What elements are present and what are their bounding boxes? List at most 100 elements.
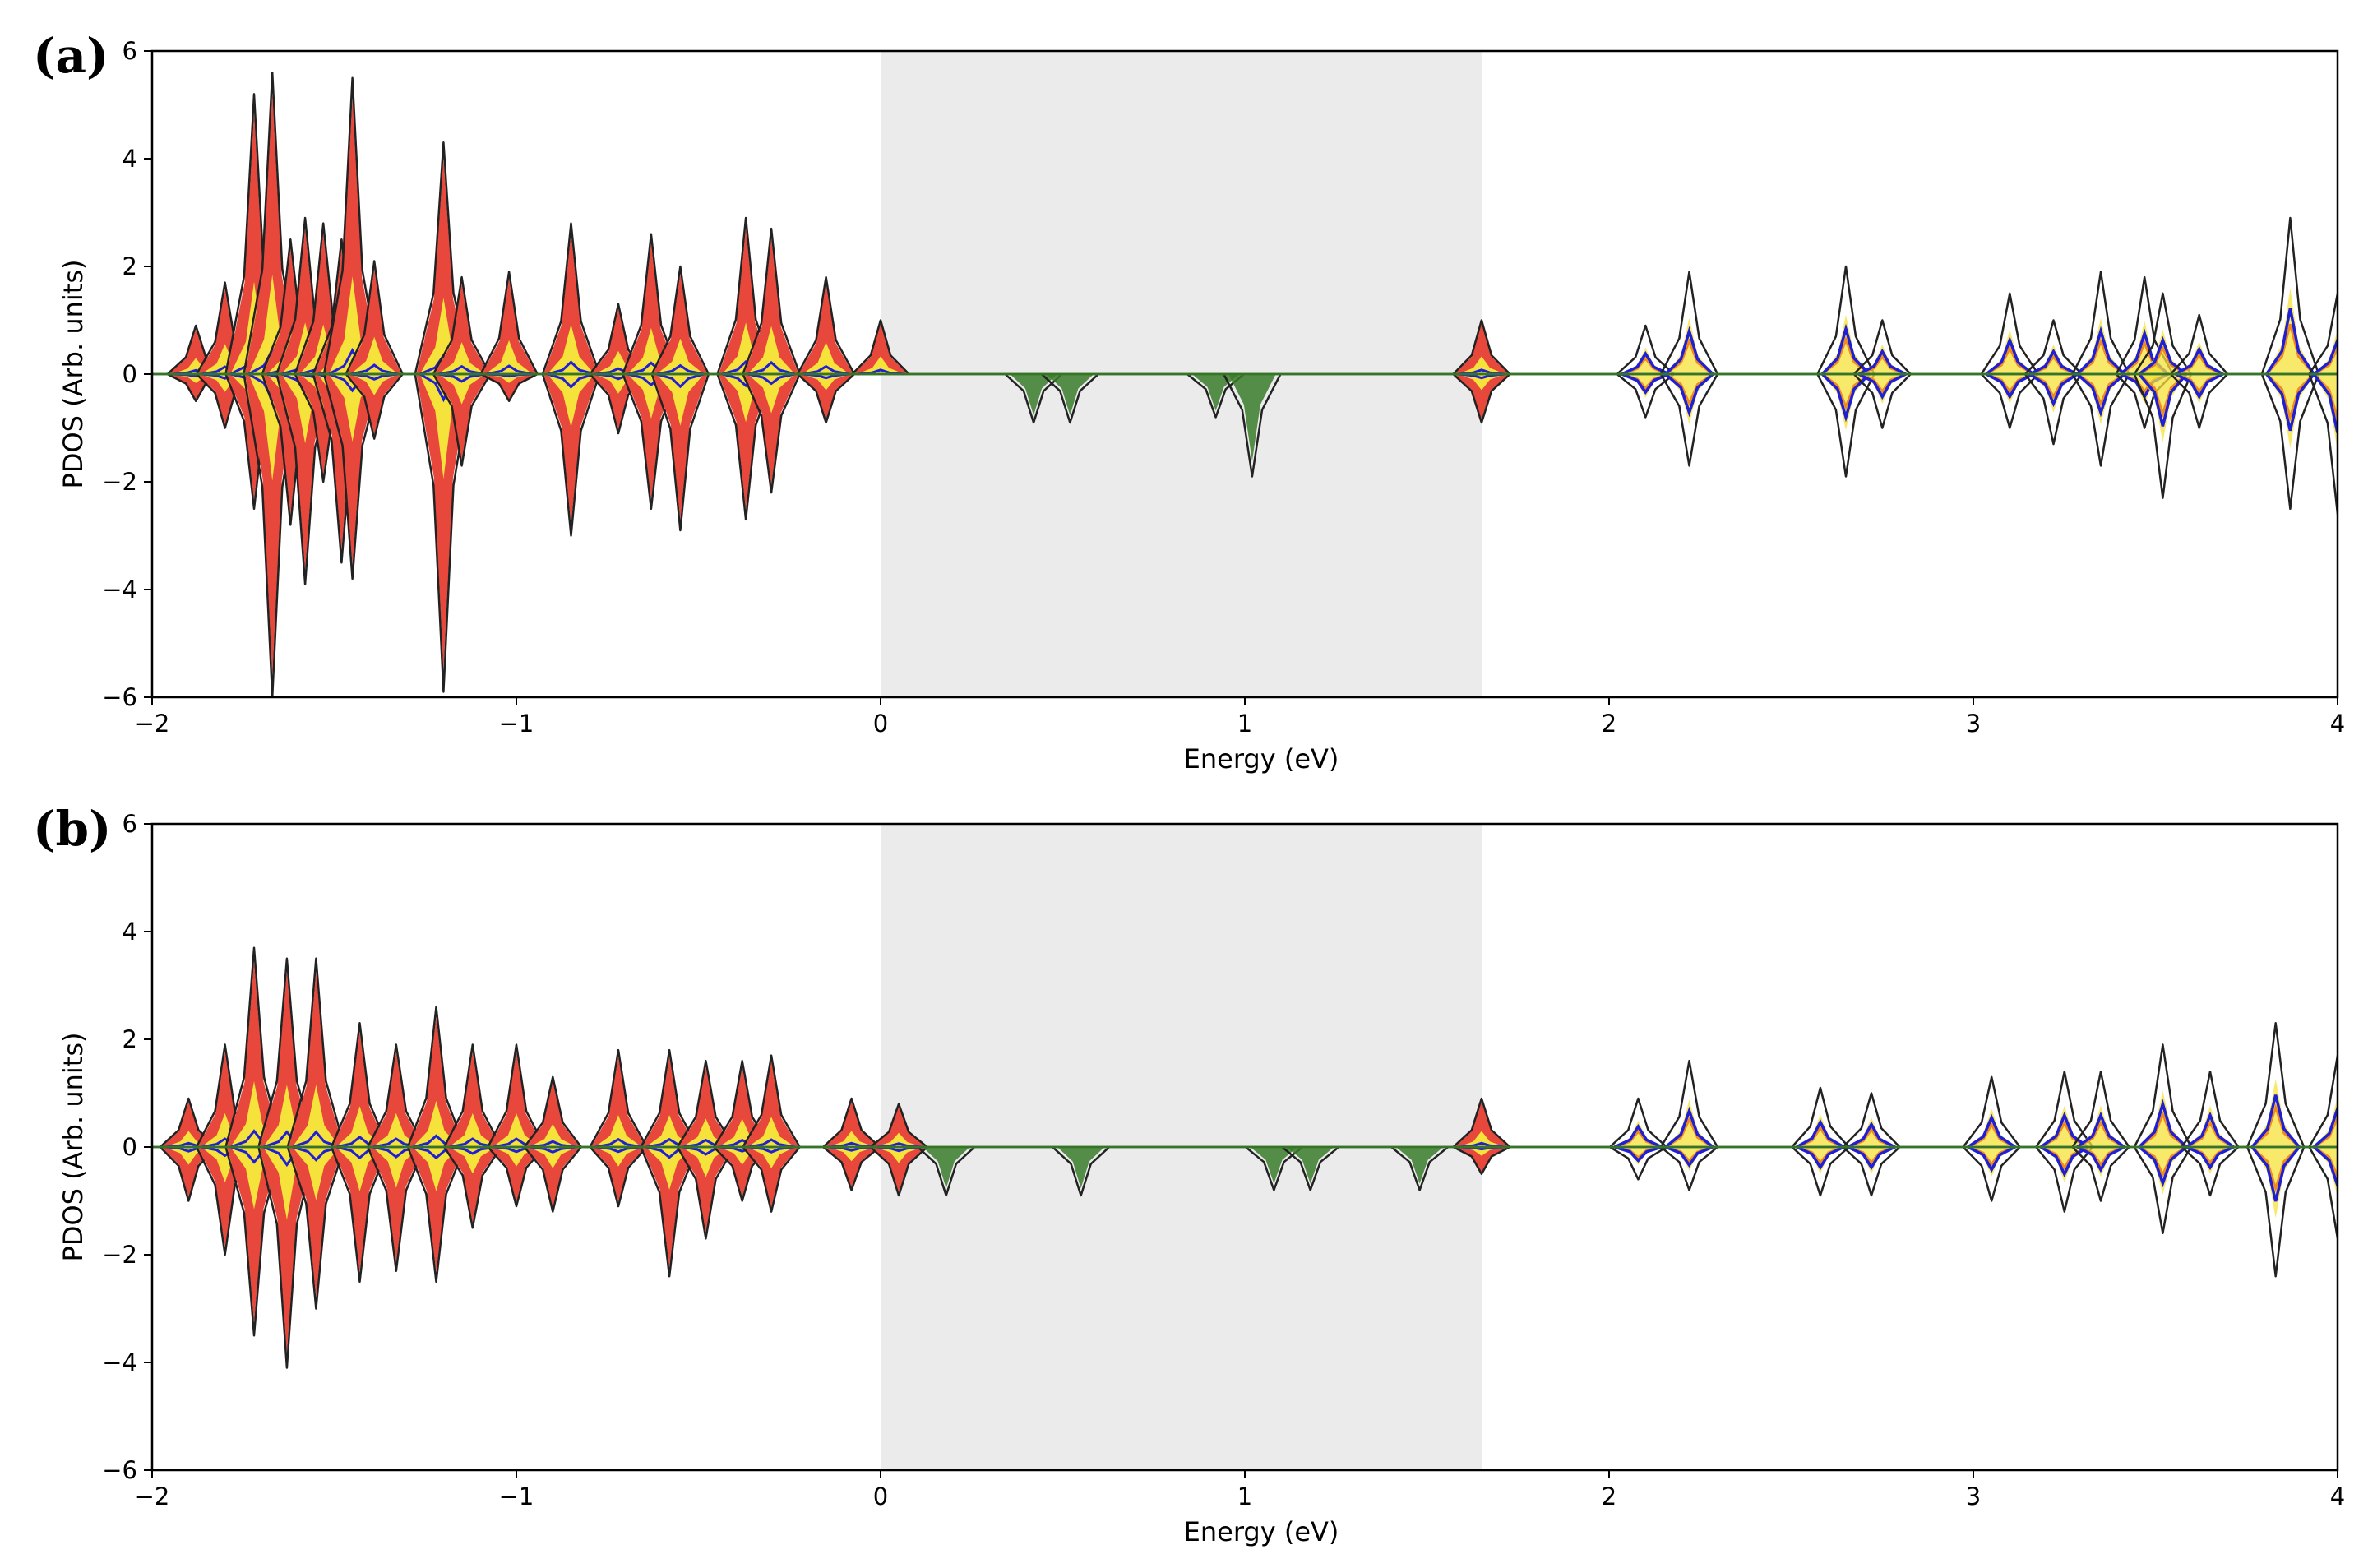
panel-a-peak-28-down-blue-line xyxy=(1820,372,1871,423)
panel-a-peak-27-down-orange-line xyxy=(1664,372,1714,407)
panel-b-peak-33-up-total-outline xyxy=(2245,1022,2306,1148)
panel-b-peak-8-down-yellow-fill xyxy=(449,1147,497,1174)
panel-b-peak-34-down-yellow-fill xyxy=(2314,1147,2338,1198)
panel-b-y-axis-label: PDOS (Arb. units) xyxy=(58,1033,89,1262)
panel-a-peak-11-down-yellow-fill xyxy=(437,374,486,405)
panel-b-x-tick-label: 0 xyxy=(873,1482,888,1510)
panel-b-peak-27-up-total-outline xyxy=(1842,1092,1901,1148)
panel-a-peak-15-up-red-fill xyxy=(623,243,678,374)
panel-a-peak-36-up-total-outline xyxy=(2260,216,2320,375)
panel-a-peak-25-up-red-fill xyxy=(1454,324,1510,374)
panel-a-peak-11-down-blue-line xyxy=(437,372,486,383)
panel-a-peak-26-up-blue-line xyxy=(1621,350,1670,376)
panel-a-peak-20-up-yellow-fill xyxy=(857,356,904,374)
panel-b-peak-2-up-total-outline xyxy=(224,946,284,1148)
panel-b-peak-33-up-blue-line xyxy=(2250,1094,2301,1149)
panel-b-peak-31-down-yellow-fill xyxy=(2139,1147,2187,1195)
panel-b-peak-15-down-red-fill xyxy=(744,1147,799,1208)
panel-a-peak-30-down-total-outline xyxy=(1980,373,2039,429)
panel-a-peak-36-down-yellow-fill xyxy=(2266,374,2315,449)
panel-b-peak-9-up-red-fill xyxy=(488,1052,544,1147)
panel-a-peak-34-down-blue-line xyxy=(2138,372,2188,427)
panel-b-peak-34-up-yellow-fill xyxy=(2314,1096,2338,1147)
panel-a-y-tick-label: 2 xyxy=(123,252,137,280)
panel-a-peak-35-down-blue-line xyxy=(2175,372,2224,400)
panel-b-peak-25-up-blue-line xyxy=(1664,1106,1714,1149)
panel-a-peak-30-up-orange-line xyxy=(1985,345,2034,376)
panel-a-peak-18-up-red-fill xyxy=(744,238,799,374)
panel-a-peak-27-down-total-outline xyxy=(1659,373,1719,467)
panel-a-peak-19-down-red-fill xyxy=(798,374,853,419)
panel-b-peak-17-down-yellow-fill xyxy=(875,1147,923,1163)
panel-a-peak-30-up-yellow-fill xyxy=(1986,330,2034,374)
panel-b-y-tick-label: −4 xyxy=(102,1348,137,1376)
panel-b-peak-18-down-green-fill xyxy=(922,1147,970,1189)
panel-a-peak-10-down-red-fill xyxy=(416,374,471,670)
panel-a-peak-32-up-total-outline xyxy=(2071,271,2130,375)
panel-a-peak-36-up-blue-line xyxy=(2265,308,2315,375)
panel-b-peak-6-up-total-outline xyxy=(367,1043,426,1148)
panel-a-peak-28-down-orange-line xyxy=(1821,372,1871,410)
panel-a-peak-9-up-blue-line xyxy=(350,363,399,376)
panel-b-peak-23-down-red-fill xyxy=(1454,1147,1510,1173)
panel-a-peak-32-up-blue-line xyxy=(2076,326,2126,376)
panel-a-peak-9-down-red-fill xyxy=(347,374,402,435)
panel-b-peak-16-down-total-outline xyxy=(822,1146,881,1191)
panel-b-peak-13-up-total-outline xyxy=(676,1059,735,1148)
panel-a-peak-8-up-red-fill xyxy=(325,99,380,374)
panel-b-peak-8-down-total-outline xyxy=(443,1146,502,1229)
panel-b-peak-33-down-total-outline xyxy=(2245,1146,2306,1278)
panel-a-peak-31-down-total-outline xyxy=(2023,373,2083,446)
panel-b-peak-4-up-total-outline xyxy=(286,957,346,1148)
panel-b-peak-20-down-green-fill xyxy=(1250,1147,1298,1184)
panel-a-peak-29-up-blue-line xyxy=(1857,348,1907,376)
panel-a-peak-13-down-red-fill xyxy=(543,374,599,525)
panel-b-peak-33-up-orange-line xyxy=(2250,1103,2301,1149)
panel-a-peak-12-up-red-fill xyxy=(482,279,537,374)
panel-a-peak-27-up-total-outline xyxy=(1659,271,1719,375)
panel-b-peak-15-down-total-outline xyxy=(742,1146,801,1213)
panel-a-peak-9-up-total-outline xyxy=(345,260,404,375)
panel-b-peak-31-up-total-outline xyxy=(2133,1043,2193,1148)
panel-a-peak-11-up-yellow-fill xyxy=(437,342,486,374)
panel-b-peak-22-down-green-fill xyxy=(1395,1147,1444,1184)
panel-b-peak-31-down-total-outline xyxy=(2133,1146,2192,1235)
panel-b-peak-29-down-total-outline xyxy=(2035,1146,2094,1213)
panel-b-peak-2-down-total-outline xyxy=(224,1146,284,1337)
panel-b-peak-27-down-blue-line xyxy=(1847,1145,1896,1171)
panel-b-peak-32-up-total-outline xyxy=(2181,1071,2240,1148)
panel-a-peak-35-up-total-outline xyxy=(2170,313,2229,375)
panel-a-peak-34-down-total-outline xyxy=(2133,373,2193,499)
panel-a-peak-37-up-total-outline xyxy=(2308,292,2338,375)
panel-b-peak-31-up-yellow-fill xyxy=(2139,1090,2187,1147)
panel-a-peak-29-down-total-outline xyxy=(1852,373,1912,429)
panel-a-peak-37-down-blue-line xyxy=(2312,372,2338,433)
panel-a-peak-36-down-total-outline xyxy=(2260,373,2320,511)
panel-a-x-tick-label: 0 xyxy=(873,710,888,738)
panel-b-peak-34-down-blue-line xyxy=(2313,1145,2338,1191)
panel-b-y-tick-label: 6 xyxy=(123,810,137,838)
panel-a-peak-37-down-orange-line xyxy=(2313,372,2338,423)
panel-b-peak-33-down-yellow-fill xyxy=(2251,1147,2300,1219)
panel-a-peak-31-down-blue-line xyxy=(2028,372,2079,408)
panel-a-peak-28-up-blue-line xyxy=(1820,323,1871,376)
panel-a-y-tick-label: 0 xyxy=(123,360,137,388)
panel-b-peak-4-down-red-fill xyxy=(289,1147,344,1297)
panel-b-peak-12-up-total-outline xyxy=(640,1048,699,1148)
panel-b-peak-23-up-total-outline xyxy=(1452,1097,1511,1148)
panel-a-x-tick-label: 3 xyxy=(1966,710,1981,738)
panel-b-x-tick-label: −1 xyxy=(499,1482,534,1510)
panel-b-peak-7-up-yellow-fill xyxy=(412,1100,460,1147)
panel-b-peak-19-down-green-fill xyxy=(1057,1147,1105,1189)
panel-a-peak-28-down-yellow-fill xyxy=(1822,374,1870,431)
panel-a-peak-12-up-blue-line xyxy=(485,364,534,376)
panel-b-peak-30-up-total-outline xyxy=(2071,1071,2130,1148)
panel-a-peak-27-down-yellow-fill xyxy=(1665,374,1714,425)
panel-b-peak-9-down-red-fill xyxy=(488,1147,544,1202)
panel-b-peak-6-up-yellow-fill xyxy=(372,1112,420,1147)
panel-b-peak-21-down-green-fill xyxy=(1286,1147,1334,1184)
panel-a-peak-34-down-orange-line xyxy=(2138,372,2188,419)
panel-a-peak-31-up-total-outline xyxy=(2024,319,2083,375)
panel-b-peak-8-up-blue-line xyxy=(448,1137,497,1149)
panel-b-peak-4-down-blue-line xyxy=(292,1145,340,1162)
